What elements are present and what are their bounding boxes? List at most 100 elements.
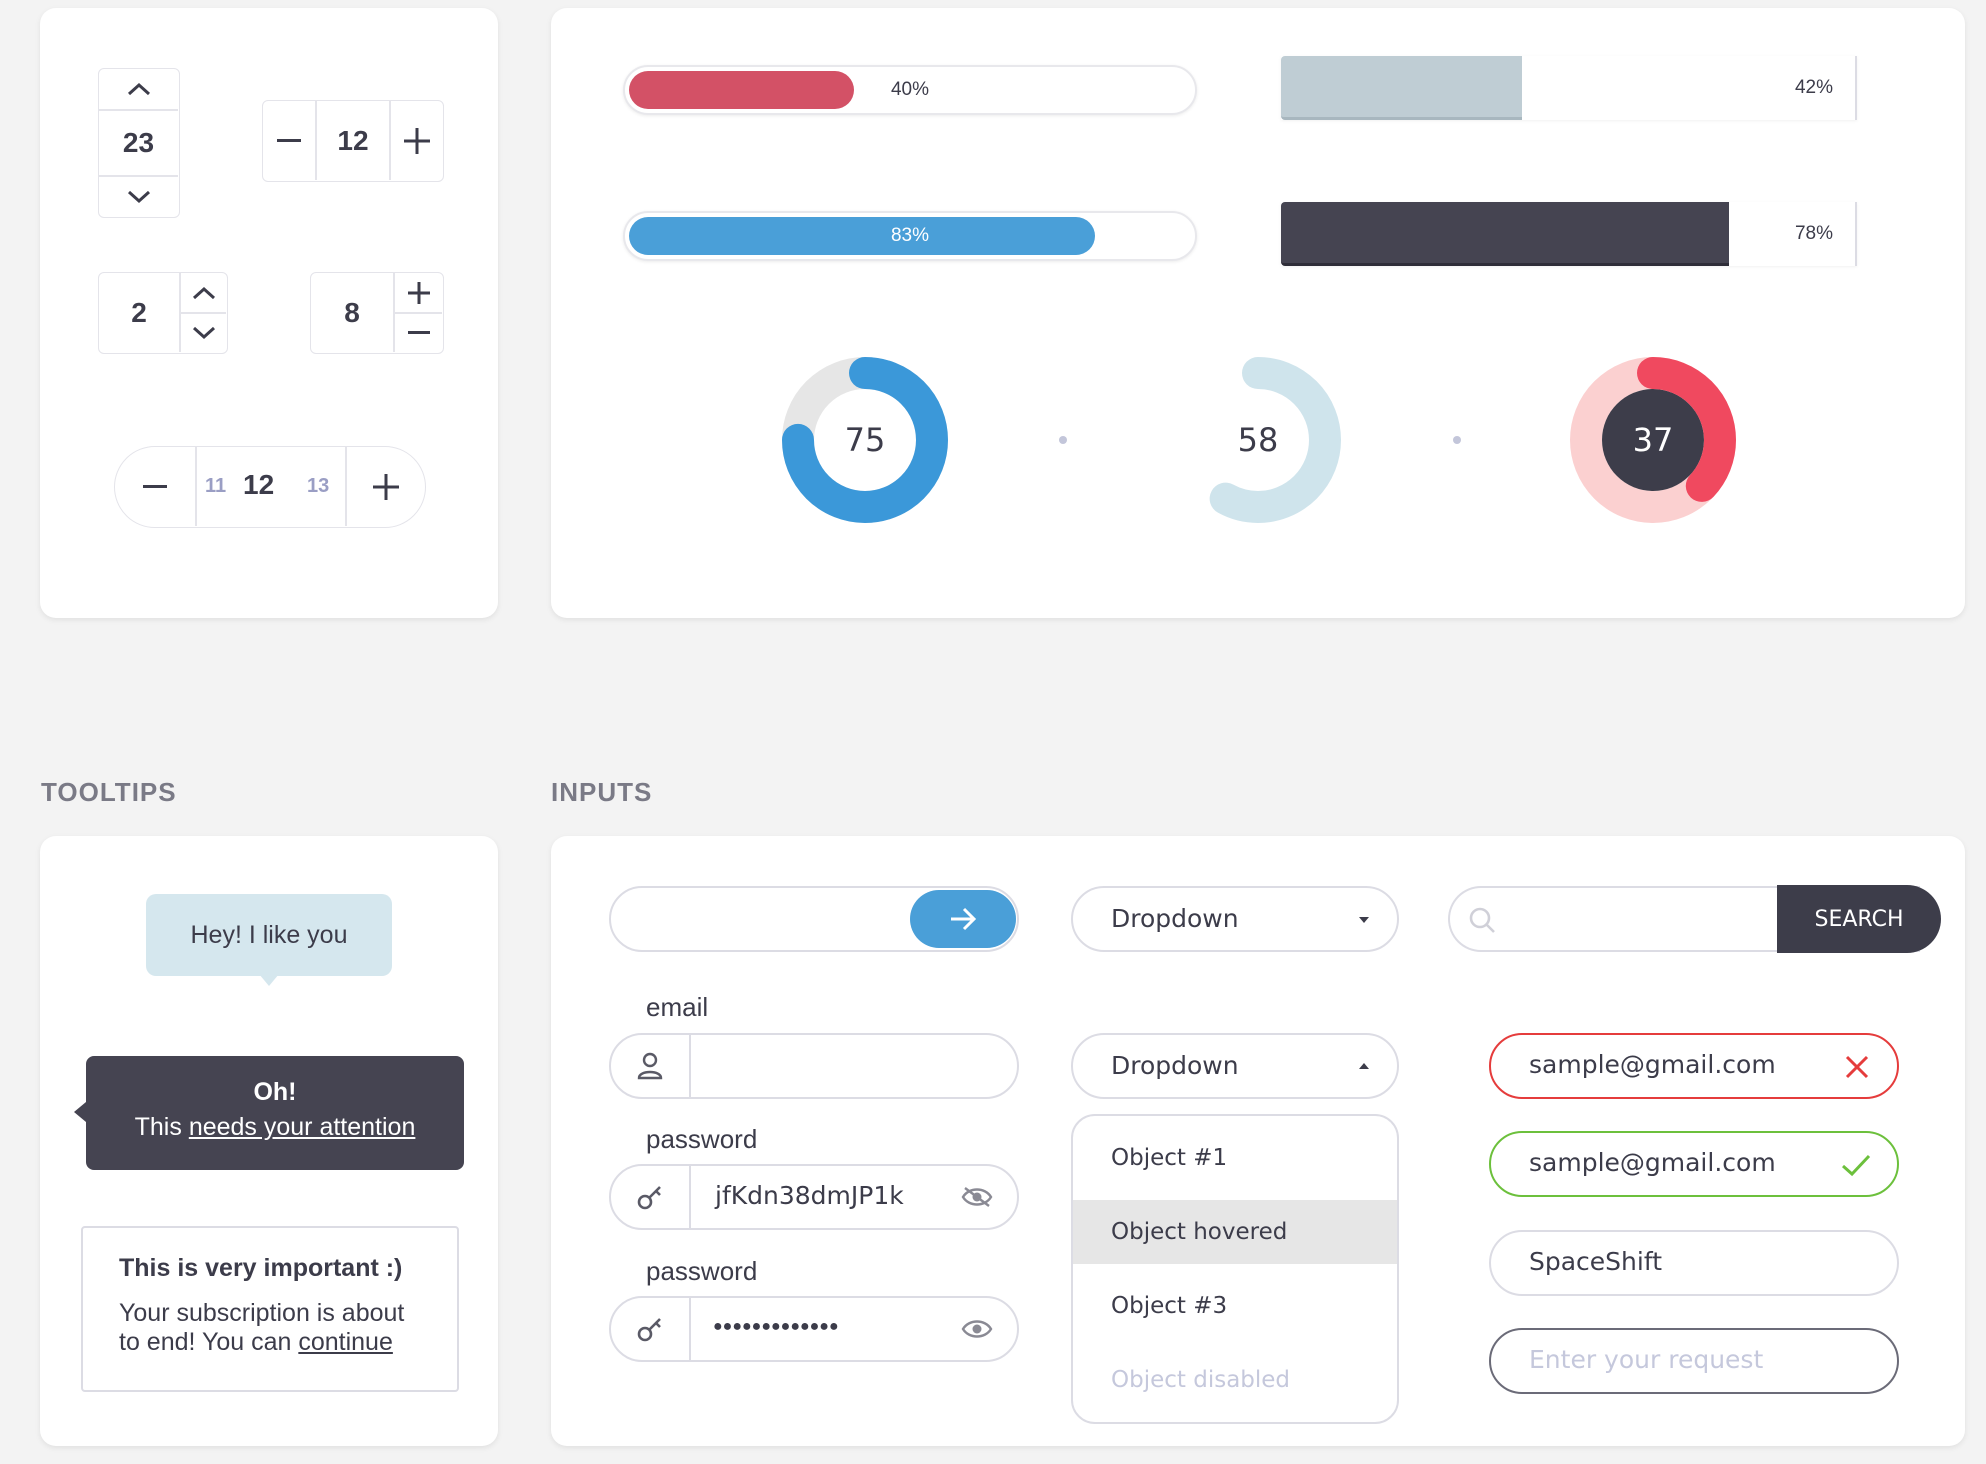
side-arrow-stepper-value[interactable]: 2 [131, 296, 147, 328]
vertical-stepper-value[interactable]: 23 [122, 127, 155, 158]
donut-arc [1570, 357, 1736, 523]
chevron-up-icon[interactable] [181, 273, 226, 313]
eye-off-icon[interactable] [959, 1180, 995, 1214]
progress-label-red: 40% [890, 79, 930, 100]
dropdown-item[interactable]: Object #1 [1111, 1145, 1228, 1171]
progress-fill-blue [629, 217, 1095, 255]
section-title-inputs: INPUTS [551, 777, 653, 807]
password-label: password [646, 1124, 758, 1154]
email-input-success[interactable]: sample@gmail.com [1489, 1131, 1899, 1197]
donut-value-blue: 75 [844, 421, 886, 459]
tooltip-light-text: Hey! I like you [190, 920, 348, 949]
plus-icon[interactable] [391, 101, 443, 180]
side-arrow-stepper: 2 [98, 272, 228, 354]
section-title-tooltips: TOOLTIPS [41, 777, 177, 807]
separator-dot [1453, 436, 1461, 444]
donut-chart-light [1175, 357, 1341, 523]
minus-icon[interactable] [395, 313, 442, 352]
dropdown-closed[interactable]: Dropdown [1071, 886, 1399, 952]
horizontal-stepper: 12 [262, 100, 444, 182]
key-icon [611, 1166, 691, 1228]
filled-input-value: SpaceShift [1529, 1247, 1663, 1276]
tooltip-dark-prefix: This [134, 1113, 189, 1141]
side-plusminus-stepper: 8 [310, 272, 444, 354]
tooltip-outline-line2: to end! You can continue [119, 1328, 457, 1357]
chevron-down-icon[interactable] [181, 313, 226, 352]
email-field[interactable] [609, 1033, 1019, 1099]
progress-bar-blue: 83% [623, 211, 1197, 261]
plus-icon[interactable] [395, 273, 442, 313]
inputs-card: email password jfKdn38dmJP1k password ●●… [551, 836, 1965, 1446]
error-input-value: sample@gmail.com [1529, 1050, 1776, 1079]
minus-icon[interactable] [115, 447, 195, 526]
carousel-next-value[interactable]: 13 [307, 475, 330, 497]
dropdown-menu: Object #1 Object hovered Object #3 Objec… [1071, 1114, 1399, 1424]
chevron-down-icon[interactable] [99, 177, 178, 217]
caret-up-icon [1359, 1063, 1369, 1069]
tooltip-outline-title: This is very important :) [119, 1254, 403, 1282]
vertical-stepper: 23 [98, 68, 180, 218]
continue-link[interactable]: continue [298, 1328, 393, 1356]
arrow-right-icon [951, 907, 977, 931]
tooltip-dark: Oh! This needs your attention [86, 1056, 464, 1170]
tooltip-arrow [259, 974, 279, 986]
search-button-label: SEARCH [1814, 906, 1904, 932]
search-button[interactable]: SEARCH [1777, 885, 1941, 953]
dropdown-closed-label: Dropdown [1111, 904, 1239, 933]
donut-chart-blue [782, 357, 948, 523]
plus-icon[interactable] [347, 447, 425, 526]
search-icon [1466, 904, 1498, 936]
steppers-card: 23 12 2 8 [40, 8, 498, 618]
checkmark-icon [1839, 1149, 1873, 1181]
carousel-prev-value[interactable]: 11 [205, 475, 227, 497]
eye-icon[interactable] [959, 1312, 995, 1346]
donut-arc [1175, 357, 1341, 523]
password-label: password [646, 1256, 758, 1286]
donut-chart-red [1570, 357, 1736, 523]
tooltip-light: Hey! I like you [146, 894, 392, 976]
donut-value-light: 58 [1237, 421, 1279, 459]
chevron-up-icon[interactable] [99, 69, 178, 109]
carousel-stepper: 11 12 13 [114, 446, 426, 528]
separator-dot [1059, 436, 1067, 444]
password-field-visible[interactable]: jfKdn38dmJP1k [609, 1164, 1019, 1230]
caret-down-icon [1359, 917, 1369, 923]
side-plusminus-stepper-value[interactable]: 8 [344, 296, 360, 328]
email-label: email [646, 992, 709, 1022]
donut-arc [782, 357, 948, 523]
progress-label-dark: 78% [1794, 223, 1833, 244]
dropdown-open[interactable]: Dropdown [1071, 1033, 1399, 1099]
tooltip-outline-line2-text: to end! You can [119, 1328, 299, 1356]
tooltip-outline: This is very important :) Your subscript… [81, 1226, 459, 1392]
tooltip-arrow [74, 1102, 86, 1122]
email-input-error[interactable]: sample@gmail.com [1489, 1033, 1899, 1099]
request-input-placeholder: Enter your request [1529, 1345, 1764, 1374]
donut-center [1602, 389, 1704, 491]
tooltip-outline-line1: Your subscription is about [119, 1299, 405, 1327]
key-icon [611, 1298, 691, 1360]
minus-icon[interactable] [263, 101, 315, 180]
error-x-icon[interactable] [1841, 1051, 1873, 1083]
progress-fill-dark [1281, 202, 1729, 266]
progress-bar-dark: 78% [1281, 202, 1857, 266]
tooltips-card: Hey! I like you Oh! This needs your atte… [40, 836, 498, 1446]
dropdown-open-label: Dropdown [1111, 1051, 1239, 1080]
progress-label-blue: 83% [890, 225, 930, 246]
progress-bar-red: 40% [623, 65, 1197, 115]
progress-fill-grey [1281, 56, 1522, 120]
password-field-hidden[interactable]: ●●●●●●●●●●●●● [609, 1296, 1019, 1362]
arrow-submit-button[interactable] [910, 890, 1016, 948]
text-input-filled[interactable]: SpaceShift [1489, 1230, 1899, 1296]
progress-bar-grey: 42% [1281, 56, 1857, 120]
dropdown-item-disabled: Object disabled [1111, 1367, 1291, 1393]
user-icon [611, 1035, 691, 1097]
request-input[interactable]: Enter your request [1489, 1328, 1899, 1394]
donut-value-red: 37 [1632, 421, 1674, 459]
password-hidden-value: ●●●●●●●●●●●●● [713, 1318, 839, 1335]
horizontal-stepper-value[interactable]: 12 [337, 124, 369, 156]
dropdown-item-hovered[interactable]: Object hovered [1073, 1200, 1397, 1264]
attention-link[interactable]: needs your attention [188, 1113, 416, 1141]
progress-fill-red [629, 71, 854, 109]
tooltip-dark-title: Oh! [253, 1078, 297, 1106]
dropdown-item[interactable]: Object #3 [1111, 1293, 1228, 1319]
